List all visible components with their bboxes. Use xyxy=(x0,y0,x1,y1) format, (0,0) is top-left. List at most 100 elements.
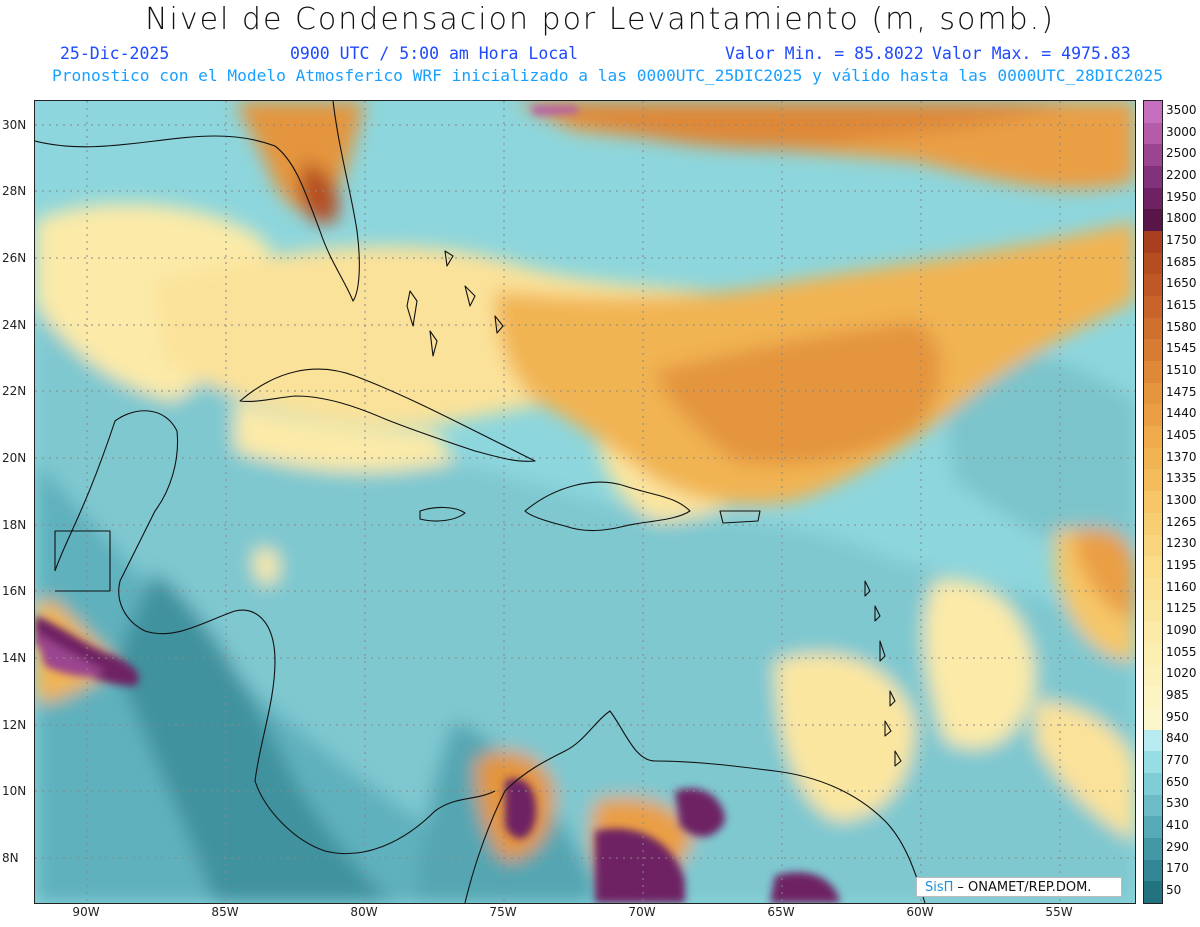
model-info: Pronostico con el Modelo Atmosferico WRF… xyxy=(52,66,1164,85)
colorbar-segment xyxy=(1144,317,1162,340)
colorbar-label: 1580 xyxy=(1166,319,1197,334)
colorbar-segment xyxy=(1144,231,1162,254)
max-value: Valor Max. = 4975.83 xyxy=(932,44,1131,63)
colorbar-segment xyxy=(1144,772,1162,796)
colorbar-label: 290 xyxy=(1166,839,1189,854)
colorbar-segment xyxy=(1144,404,1162,427)
sispi-logo: SisΠ xyxy=(925,879,954,895)
colorbar-label: 3500 xyxy=(1166,102,1197,117)
colorbar-label: 530 xyxy=(1166,796,1189,811)
high-lcl-cores xyxy=(35,106,840,903)
lat-label: 18N xyxy=(2,518,27,532)
colorbar-segment xyxy=(1144,166,1162,189)
colorbar-label: 50 xyxy=(1166,883,1182,898)
colorbar-segment xyxy=(1144,794,1162,817)
colorbar-segment xyxy=(1144,881,1162,904)
forecast-date: 25-Dic-2025 xyxy=(60,44,170,63)
colorbar-segment xyxy=(1144,556,1162,579)
colorbar-label: 1335 xyxy=(1166,471,1197,486)
colorbar-segment xyxy=(1144,252,1162,275)
colorbar-label: 1750 xyxy=(1166,232,1197,247)
lon-label: 85W xyxy=(211,905,239,919)
lat-label: 12N xyxy=(2,718,27,732)
map-area xyxy=(34,100,1136,904)
colorbar-segment xyxy=(1144,144,1162,167)
colorbar-segment xyxy=(1144,816,1162,839)
colorbar-segment xyxy=(1144,101,1162,124)
colorbar-label: 1020 xyxy=(1166,666,1197,681)
lon-label: 65W xyxy=(767,905,795,919)
lat-label: 28N xyxy=(2,184,27,198)
forecast-time: 0900 UTC / 5:00 am Hora Local xyxy=(290,44,579,63)
colorbar-label: 1650 xyxy=(1166,276,1197,291)
colorbar-segment xyxy=(1144,512,1162,535)
credit-text: – ONAMET/REP.DOM. xyxy=(957,879,1092,895)
lon-label: 80W xyxy=(350,905,378,919)
lat-label: 26N xyxy=(2,251,27,265)
colorbar-segment xyxy=(1144,122,1162,145)
colorbar-segment xyxy=(1144,729,1162,752)
lat-label: 30N xyxy=(2,118,27,132)
colorbar-segment xyxy=(1144,209,1162,232)
colorbar-segment xyxy=(1144,382,1162,405)
colorbar-label: 950 xyxy=(1166,709,1189,724)
colorbar-segment xyxy=(1144,599,1162,622)
colorbar-segment xyxy=(1144,447,1162,470)
colorbar-label: 1160 xyxy=(1166,579,1197,594)
colorbar-segment xyxy=(1144,751,1162,774)
lcl-field xyxy=(35,101,1135,903)
colorbar-segment xyxy=(1144,187,1162,210)
colorbar-label: 170 xyxy=(1166,861,1189,876)
colorbar-label: 410 xyxy=(1166,818,1189,833)
credit-box: SisΠ – ONAMET/REP.DOM. xyxy=(916,877,1122,897)
lat-label: 8N xyxy=(2,851,19,865)
colorbar-label: 1055 xyxy=(1166,644,1197,659)
colorbar-label: 1370 xyxy=(1166,449,1197,464)
colorbar-segment xyxy=(1144,707,1162,731)
colorbar-segment xyxy=(1144,621,1162,644)
colorbar-label: 1475 xyxy=(1166,384,1197,399)
colorbar-label: 1090 xyxy=(1166,623,1197,638)
lon-label: 90W xyxy=(72,905,100,919)
colorbar-segment xyxy=(1144,642,1162,666)
min-value: Valor Min. = 85.8022 xyxy=(725,44,924,63)
lat-label: 10N xyxy=(2,784,27,798)
colorbar-segment xyxy=(1144,686,1162,709)
colorbar-label: 3000 xyxy=(1166,124,1197,139)
colorbar-label: 1125 xyxy=(1166,601,1197,616)
colorbar xyxy=(1143,100,1163,904)
lat-label: 22N xyxy=(2,384,27,398)
colorbar-label: 985 xyxy=(1166,688,1189,703)
colorbar-segment xyxy=(1144,339,1162,362)
colorbar-segment xyxy=(1144,859,1162,882)
colorbar-label: 1950 xyxy=(1166,189,1197,204)
colorbar-label: 840 xyxy=(1166,731,1189,746)
colorbar-label: 1195 xyxy=(1166,558,1197,573)
lon-label: 75W xyxy=(489,905,517,919)
colorbar-segment xyxy=(1144,296,1162,319)
colorbar-label: 1405 xyxy=(1166,427,1197,442)
lat-label: 20N xyxy=(2,451,27,465)
colorbar-label: 2500 xyxy=(1166,146,1197,161)
map-title: Nivel de Condensacion por Levantamiento … xyxy=(145,2,1055,37)
lon-label: 70W xyxy=(628,905,656,919)
colorbar-label: 1545 xyxy=(1166,341,1197,356)
colorbar-segment xyxy=(1144,577,1162,601)
colorbar-label: 1615 xyxy=(1166,297,1197,312)
colorbar-label: 1800 xyxy=(1166,211,1197,226)
lat-label: 24N xyxy=(2,318,27,332)
colorbar-segment xyxy=(1144,491,1162,514)
colorbar-segment xyxy=(1144,664,1162,687)
colorbar-segment xyxy=(1144,469,1162,492)
colorbar-label: 650 xyxy=(1166,774,1189,789)
colorbar-segment xyxy=(1144,361,1162,384)
shading-layer xyxy=(35,101,1135,903)
colorbar-label: 1230 xyxy=(1166,536,1197,551)
colorbar-label: 1685 xyxy=(1166,254,1197,269)
lon-label: 55W xyxy=(1045,905,1073,919)
colorbar-label: 770 xyxy=(1166,753,1189,768)
lat-label: 16N xyxy=(2,584,27,598)
lon-label: 60W xyxy=(906,905,934,919)
coastlines xyxy=(35,101,926,903)
colorbar-label: 1300 xyxy=(1166,493,1197,507)
